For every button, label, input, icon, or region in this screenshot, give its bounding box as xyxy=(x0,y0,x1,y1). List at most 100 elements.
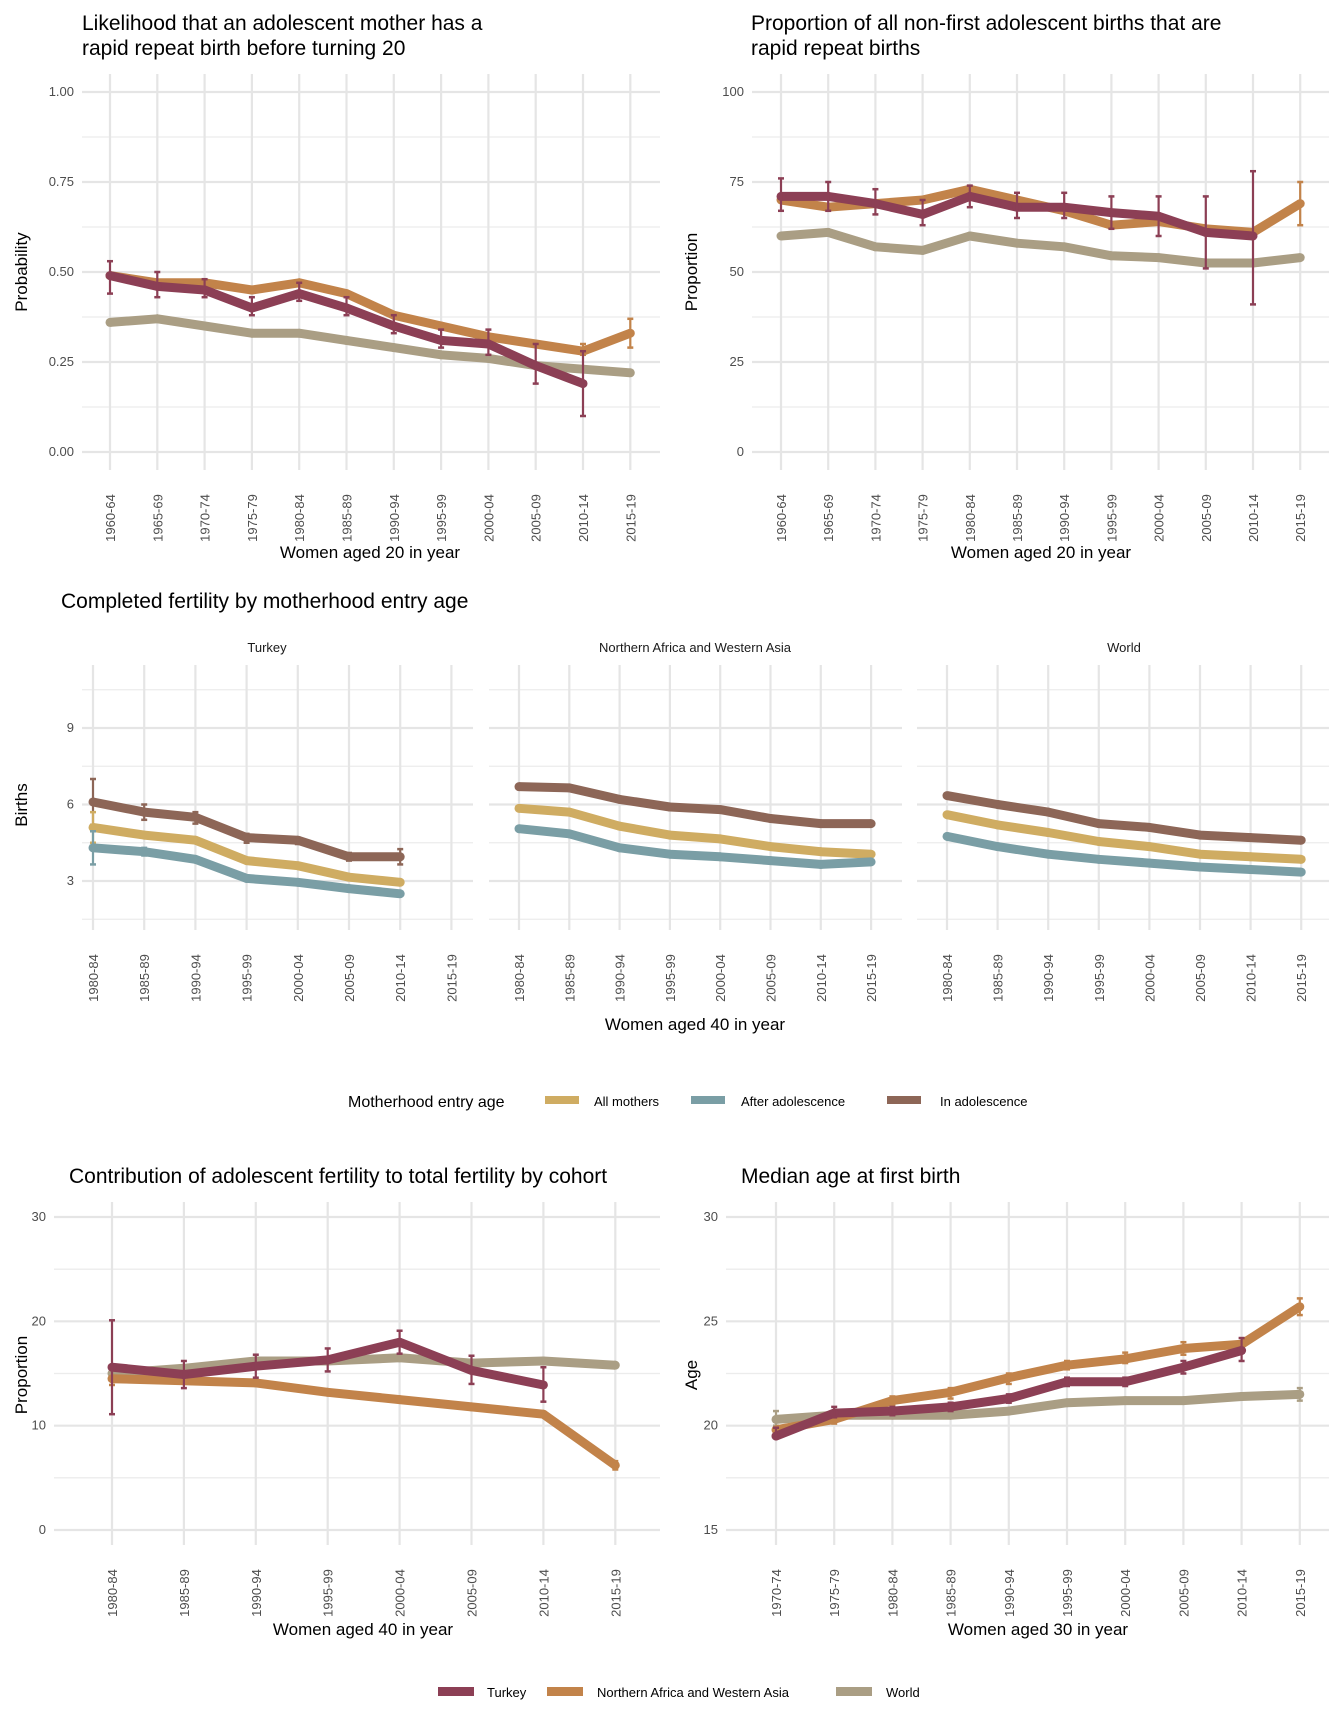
x-tick-label: 2015-19 xyxy=(1293,494,1308,542)
data-point xyxy=(1094,836,1104,846)
error-bar xyxy=(324,1347,331,1373)
x-tick-label: 2005-09 xyxy=(529,494,544,542)
legend-title: Motherhood entry age xyxy=(348,1094,505,1111)
data-point xyxy=(918,245,928,255)
data-point xyxy=(625,368,635,378)
x-tick-label: 1980-84 xyxy=(86,954,101,1002)
data-marks xyxy=(105,259,635,418)
data-point xyxy=(766,814,775,824)
x-tick-label: 1980-84 xyxy=(292,494,307,542)
data-point xyxy=(866,849,876,859)
x-tick-label: 1960-64 xyxy=(103,494,118,542)
data-point xyxy=(242,873,252,883)
data-point xyxy=(323,1387,333,1397)
x-tick-label: 1960-64 xyxy=(774,494,789,542)
x-tick-label: 1970-74 xyxy=(868,494,883,542)
x-tick-labels: 1960-64 1965-69 1970-74 1975-79 1980-84 1985-… xyxy=(103,494,638,542)
legend-label-turkey: Turkey xyxy=(487,1685,527,1700)
x-tick-label: 1965-69 xyxy=(821,494,836,542)
data-point xyxy=(514,782,524,792)
x-tick-label: 2000-04 xyxy=(393,1569,408,1617)
error-bar xyxy=(1180,1359,1187,1375)
y-tick-label: 25 xyxy=(704,1313,718,1328)
x-tick-label: 1990-94 xyxy=(1057,494,1072,542)
error-bar xyxy=(1122,1376,1129,1388)
data-marks xyxy=(771,1297,1305,1441)
y-tick-label: 0.50 xyxy=(49,264,74,279)
data-point xyxy=(1246,865,1256,875)
error-bar xyxy=(778,177,784,213)
data-point xyxy=(993,842,1003,852)
data-point xyxy=(139,830,149,840)
data-point xyxy=(870,242,880,252)
data-point xyxy=(816,847,826,857)
x-tick-label: 2005-09 xyxy=(342,954,357,1002)
data-point xyxy=(1012,238,1022,248)
x-tick-label: 1975-79 xyxy=(245,494,260,542)
x-tick-label: 1985-89 xyxy=(944,1569,959,1617)
x-tick-label: 1990-94 xyxy=(387,494,402,542)
error-bar xyxy=(889,1405,896,1417)
x-tick-label: 1990-94 xyxy=(249,1569,264,1617)
error-bar xyxy=(872,187,879,216)
x-tick-label: 1995-99 xyxy=(1060,1569,1075,1617)
y-tick-label: 75 xyxy=(730,174,744,189)
data-point xyxy=(342,289,351,299)
error-bar xyxy=(397,847,404,866)
series-line-world xyxy=(111,1353,616,1378)
error-bar xyxy=(468,1354,475,1386)
data-point xyxy=(615,821,625,831)
data-point xyxy=(251,1378,261,1388)
x-tick-label: 1985-89 xyxy=(991,954,1006,1002)
data-point xyxy=(514,803,524,813)
x-tick-label: 1985-89 xyxy=(562,954,577,1002)
series-all-mothers xyxy=(942,810,1306,864)
data-point xyxy=(942,791,952,801)
legend-swatch-world xyxy=(836,1687,872,1696)
error-bar xyxy=(390,313,397,335)
data-point xyxy=(395,1353,405,1363)
error-bar xyxy=(1250,169,1256,306)
x-tick-label: 2000-04 xyxy=(1152,494,1167,542)
data-point xyxy=(514,824,524,834)
error-bar xyxy=(540,1365,547,1403)
legend-swatch-after-adolescence xyxy=(691,1096,725,1104)
data-point xyxy=(1094,854,1104,864)
x-tick-label: 1990-94 xyxy=(1041,954,1056,1002)
x-tick-label: 2015-19 xyxy=(864,954,879,1002)
gridlines xyxy=(726,1202,1329,1545)
error-bar xyxy=(154,270,161,299)
error-bar xyxy=(180,1359,187,1390)
error-bar xyxy=(109,1319,115,1416)
series-line-after-adolescence xyxy=(946,831,1302,877)
data-point xyxy=(190,835,200,845)
error-bar xyxy=(532,342,539,385)
x-tick-label: 2005-09 xyxy=(1176,1569,1191,1617)
error-bar xyxy=(294,836,301,846)
data-marks xyxy=(107,1319,620,1471)
series-turkey xyxy=(776,169,1258,306)
error-bar xyxy=(1122,1351,1129,1365)
error-bar xyxy=(919,198,926,227)
data-point xyxy=(294,328,304,338)
y-tick-labels: 15 20 25 30 xyxy=(704,1209,718,1537)
error-bar xyxy=(831,1405,838,1419)
y-tick-labels: 0 10 20 30 xyxy=(32,1209,46,1537)
chart-title-line-1: Proportion of all non-first adolescent b… xyxy=(751,12,1221,35)
error-bar xyxy=(1180,1340,1187,1356)
data-point xyxy=(395,1395,405,1405)
data-point xyxy=(993,820,1003,830)
x-tick-label: 2000-04 xyxy=(1118,1569,1133,1617)
data-point xyxy=(715,805,725,815)
chart-title-line-1: Likelihood that an adolescent mother has… xyxy=(82,12,483,35)
series-line-world xyxy=(780,227,1301,268)
legend-label-nawa: Northern Africa and Western Asia xyxy=(597,1685,790,1700)
data-point xyxy=(715,852,725,862)
grid xyxy=(489,665,902,930)
y-tick-label: 0 xyxy=(737,444,744,459)
data-point xyxy=(1094,819,1104,829)
marks xyxy=(88,777,405,899)
x-tick-label: 2010-14 xyxy=(536,1569,551,1617)
x-tick-label: 1995-99 xyxy=(240,954,255,1002)
series-line-all-mothers xyxy=(518,803,872,859)
